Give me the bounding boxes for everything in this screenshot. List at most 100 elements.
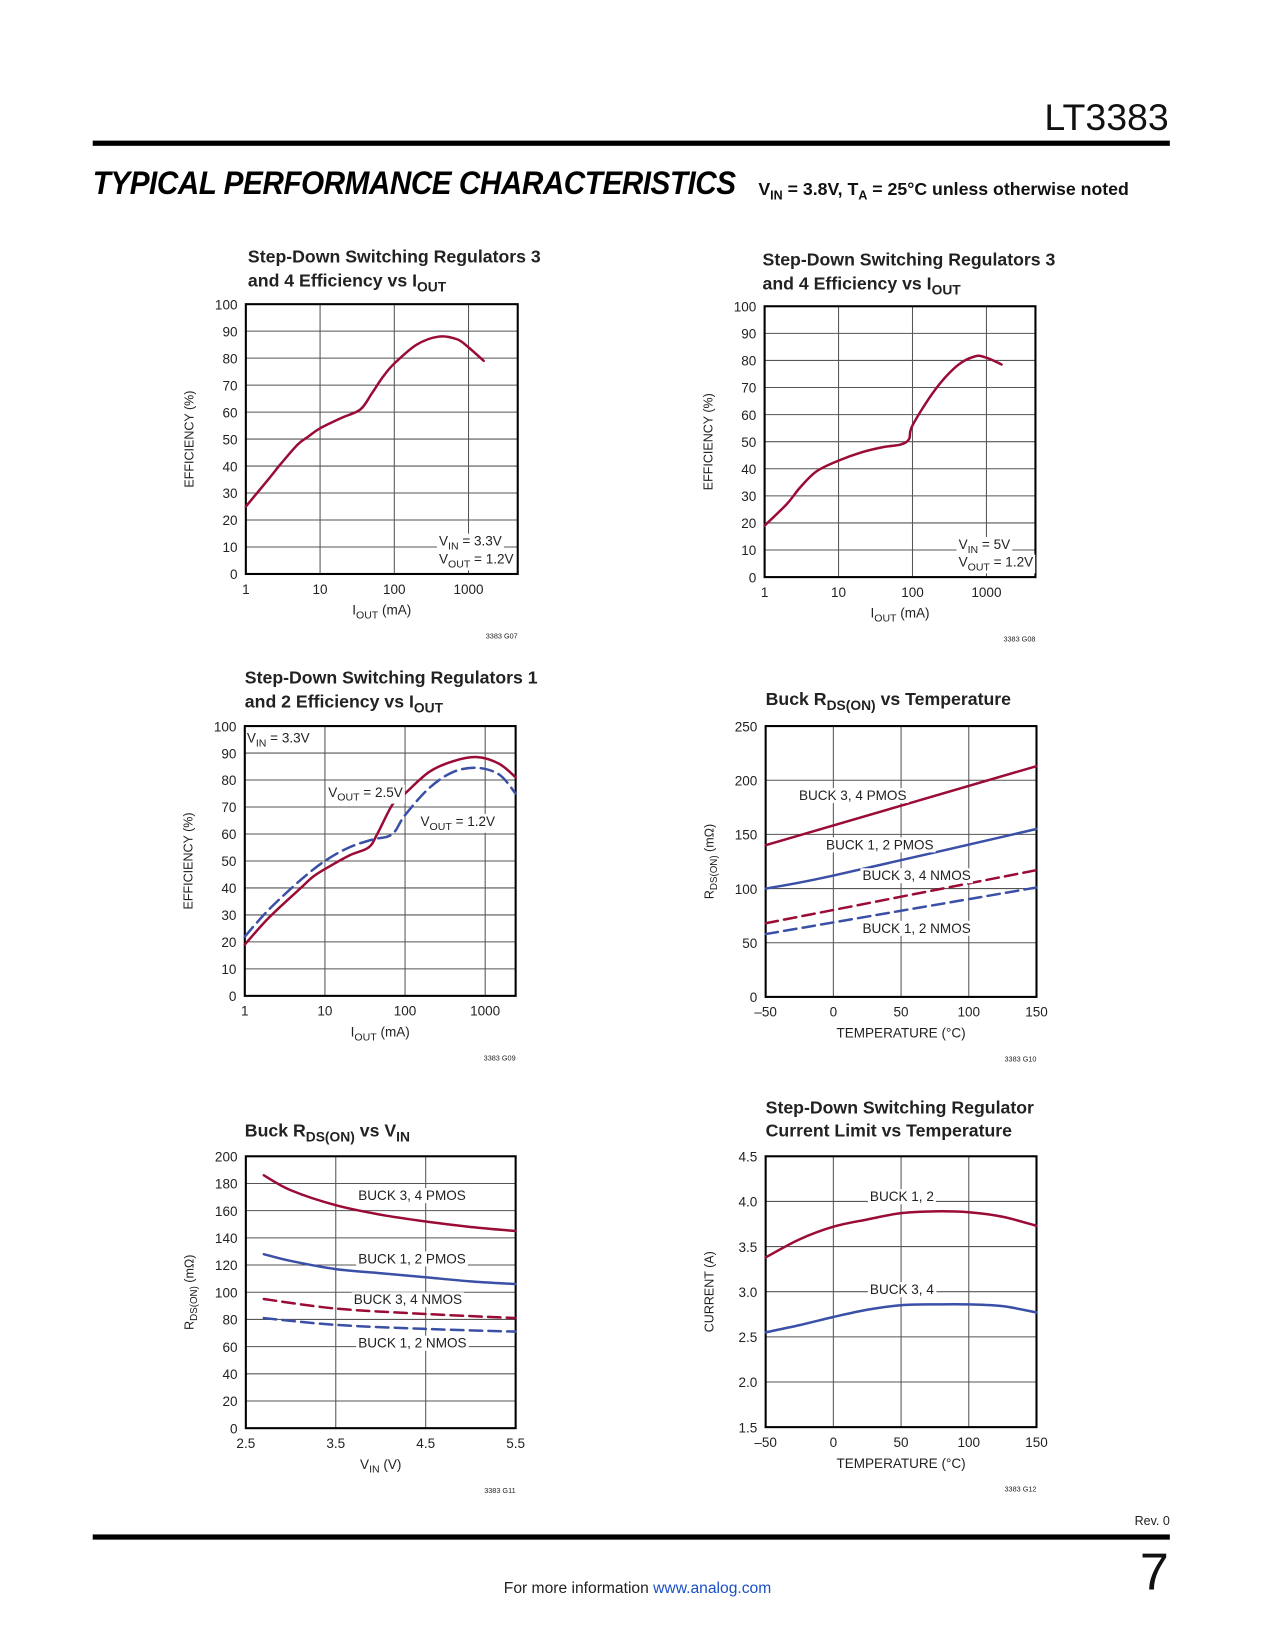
y-tick-label: 200 xyxy=(735,773,758,788)
text-segment: V xyxy=(360,1457,369,1472)
subscript: DS(ON) xyxy=(709,855,720,890)
x-tick-label: 1000 xyxy=(453,582,483,597)
x-axis-label: TEMPERATURE (°C) xyxy=(836,1456,965,1471)
subscript: IN xyxy=(968,544,979,556)
revision: Rev. 0 xyxy=(1134,1513,1170,1529)
y-tick-label: 0 xyxy=(229,989,237,1004)
text-segment: vs Temperature xyxy=(876,689,1011,709)
annotation-bg xyxy=(436,533,504,553)
text-segment: BUCK 1, 2 NMOS xyxy=(358,1336,466,1351)
text-segment: V xyxy=(439,552,448,567)
y-tick-label: 4.0 xyxy=(739,1195,758,1210)
x-tick-label: 100 xyxy=(901,585,924,600)
text-segment: I xyxy=(870,606,874,621)
chart-title: and 4 Efficiency vs IOUT xyxy=(763,274,962,298)
analog-link[interactable]: www.analog.com xyxy=(653,1579,772,1597)
annotation-label: BUCK 1, 2 xyxy=(870,1189,934,1204)
subscript: IN xyxy=(396,1128,410,1144)
y-tick-label: 100 xyxy=(735,882,758,897)
subscript: OUT xyxy=(414,699,444,715)
y-tick-label: 60 xyxy=(221,827,236,842)
y-tick-label: 2.0 xyxy=(739,1375,758,1390)
plot-frame xyxy=(764,725,1038,998)
annotation-bg xyxy=(867,1282,937,1298)
annotations: BUCK 3, 4 PMOS BUCK 1, 2 PMOS BUCK 3, 4 NM… xyxy=(796,788,973,936)
y-axis-label: RDS(ON) (mΩ) xyxy=(703,824,721,899)
conditions-text: = 25°C unless otherwise noted xyxy=(867,179,1129,199)
subscript: IN xyxy=(256,737,267,749)
figure-id: 3383 G11 xyxy=(484,1486,515,1495)
text-segment: V xyxy=(328,785,337,800)
y-tick-label: 80 xyxy=(741,354,756,369)
y-tick-label: 100 xyxy=(734,299,757,314)
annotation-label: VIN = 3.3V xyxy=(439,534,502,553)
figure-id: 3383 G09 xyxy=(484,1053,516,1062)
text-segment: BUCK 3, 4 NMOS xyxy=(354,1292,462,1307)
text-segment: and 4 Efficiency vs I xyxy=(248,270,417,290)
text-segment: I xyxy=(351,1024,355,1039)
series-line-buck-3-4-nmos xyxy=(262,1297,517,1320)
x-axis-label: IOUT (mA) xyxy=(870,606,929,625)
text-segment: EFFICIENCY (%) xyxy=(183,391,197,488)
text-segment: Step-Down Switching Regulator xyxy=(766,1098,1034,1118)
chart-title: Step-Down Switching Regulators 1 xyxy=(245,667,538,687)
figure-id: 3383 G07 xyxy=(486,632,518,641)
subscript: IN xyxy=(770,187,783,203)
y-tick-label: 50 xyxy=(742,936,757,951)
text-segment: V xyxy=(439,534,448,549)
plot-frame xyxy=(244,303,519,576)
chart-title: Buck RDS(ON) vs VIN xyxy=(245,1120,410,1144)
x-tick-label: 1 xyxy=(761,585,769,600)
text-segment: EFFICIENCY (%) xyxy=(182,812,196,909)
text-segment: BUCK 1, 2 PMOS xyxy=(358,1251,466,1266)
series-line-vout-2-5v xyxy=(243,755,517,946)
annotation-bg xyxy=(418,813,498,833)
text-segment: = 2.5V xyxy=(360,785,403,800)
y-tick-label: 150 xyxy=(735,828,758,843)
annotation-bg xyxy=(796,788,909,804)
plot-frame xyxy=(764,1155,1038,1429)
chart-title: Step-Down Switching Regulator xyxy=(766,1098,1034,1118)
x-tick-label: 150 xyxy=(1025,1005,1048,1020)
text-segment: and 2 Efficiency vs I xyxy=(245,691,414,711)
x-tick-label: 2.5 xyxy=(236,1436,255,1451)
text-segment: (mΩ) xyxy=(183,1255,197,1287)
subscript: OUT xyxy=(874,613,897,625)
subscript: OUT xyxy=(932,282,962,298)
series-line-buck-1-2 xyxy=(764,1210,1038,1259)
x-tick-label: 50 xyxy=(894,1435,909,1450)
y-axis-label: CURRENT (A) xyxy=(703,1251,717,1332)
y-tick-label: 1.5 xyxy=(739,1420,758,1435)
text-segment: TEMPERATURE (°C) xyxy=(836,1456,965,1471)
header-rule xyxy=(92,140,1170,146)
x-tick-label: –50 xyxy=(754,1435,777,1450)
footer-info: For more information www.analog.com xyxy=(0,1579,1275,1597)
annotation-label: BUCK 3, 4 NMOS xyxy=(862,868,970,883)
annotation-bg xyxy=(326,784,405,804)
text-segment: I xyxy=(352,603,356,618)
text-segment: (mA) xyxy=(377,1024,410,1039)
y-axis-label: EFFICIENCY (%) xyxy=(183,391,197,488)
subscript: OUT xyxy=(430,821,453,833)
text-segment: = 1.2V xyxy=(452,814,495,829)
y-tick-label: 20 xyxy=(741,516,756,531)
text-segment: = 3.3V xyxy=(266,731,309,746)
chart-title: Step-Down Switching Regulators 3 xyxy=(248,247,541,267)
chart-5: Buck RDS(ON) vs VIN020406080100120140160… xyxy=(183,1120,525,1494)
chart-1: Step-Down Switching Regulators 3 and 4 Ef… xyxy=(183,247,541,641)
y-tick-label: 90 xyxy=(741,327,756,342)
text-segment: CURRENT (A) xyxy=(703,1251,717,1332)
chart-title: and 4 Efficiency vs IOUT xyxy=(248,270,447,294)
x-axis-label: TEMPERATURE (°C) xyxy=(836,1026,965,1041)
conditions-text: = 3.8V, T xyxy=(782,179,859,199)
text-segment: and 4 Efficiency vs I xyxy=(763,274,932,294)
annotation-label: VIN = 3.3V xyxy=(247,731,310,750)
annotations: BUCK 3, 4 PMOS BUCK 1, 2 PMOS BUCK 3, 4 NM… xyxy=(351,1188,469,1351)
text-segment: R xyxy=(183,1321,197,1330)
x-tick-label: 3.5 xyxy=(326,1436,345,1451)
text-segment: Step-Down Switching Regulators 3 xyxy=(248,247,541,267)
subscript: IN xyxy=(448,541,459,553)
x-tick-label: 50 xyxy=(894,1005,909,1020)
x-tick-label: 1 xyxy=(242,582,250,597)
text-segment: = 3.3V xyxy=(459,534,502,549)
